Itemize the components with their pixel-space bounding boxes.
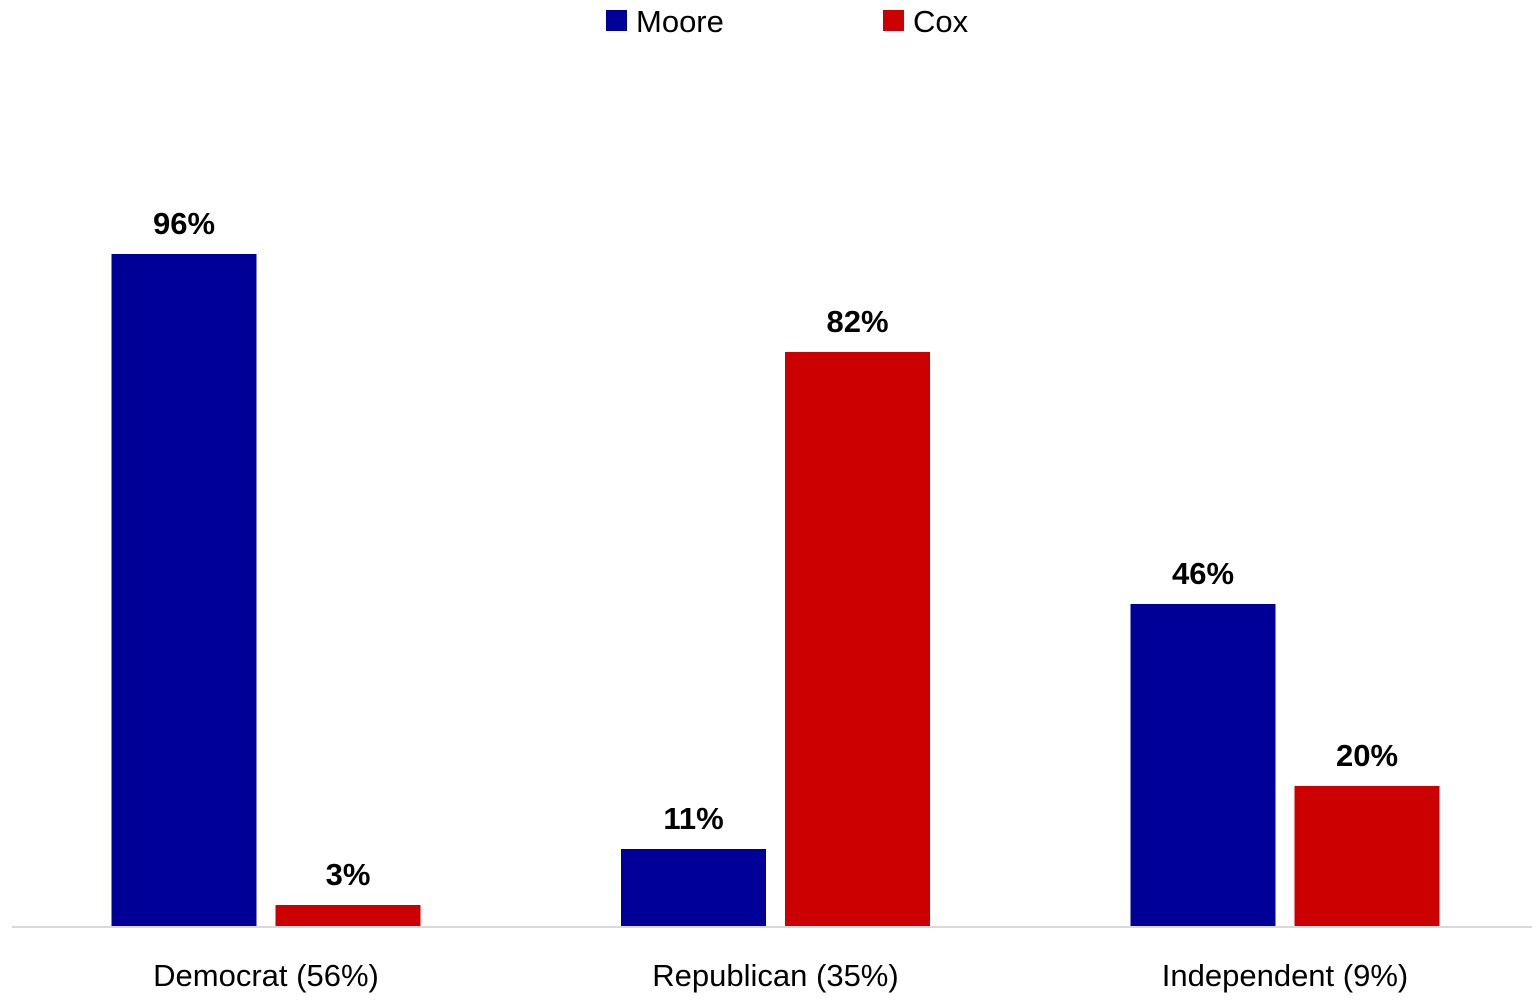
bar-cox-democrat xyxy=(275,905,421,926)
bars xyxy=(111,254,1440,926)
data-label-cox-democrat: 3% xyxy=(326,857,371,892)
category-label: Independent (9%) xyxy=(1162,958,1408,993)
legend: Moore Cox xyxy=(606,4,969,39)
data-label-cox-republican: 82% xyxy=(826,304,888,339)
bar-cox-republican xyxy=(785,352,930,926)
legend-label-cox: Cox xyxy=(913,4,969,39)
bar-cox-independent xyxy=(1294,786,1440,926)
data-label-moore-republican: 11% xyxy=(663,801,723,836)
data-labels: 96% 3% 11% 82% 46% 20% xyxy=(153,206,1398,892)
legend-label-moore: Moore xyxy=(636,4,724,39)
category-labels: Democrat (56%) Republican (35%) Independen… xyxy=(153,958,1408,993)
category-label: Republican (35%) xyxy=(652,958,898,993)
category-label: Democrat (56%) xyxy=(153,958,379,993)
data-label-cox-independent: 20% xyxy=(1336,738,1398,773)
legend-swatch-cox xyxy=(883,10,904,31)
data-label-moore-democrat: 96% xyxy=(153,206,215,241)
data-label-moore-independent: 46% xyxy=(1172,556,1234,591)
bar-moore-independent xyxy=(1130,604,1276,926)
legend-swatch-moore xyxy=(606,10,627,31)
bar-moore-democrat xyxy=(111,254,257,926)
bar-moore-republican xyxy=(621,849,766,926)
